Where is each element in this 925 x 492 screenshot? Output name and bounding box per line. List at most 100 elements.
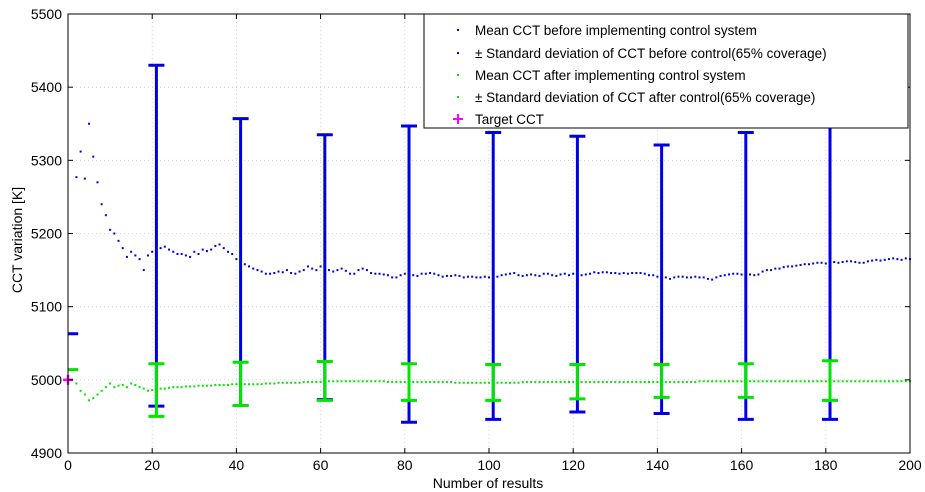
after-mean-point: [420, 381, 423, 384]
after-mean-point: [896, 380, 899, 383]
before-mean-point: [833, 261, 836, 264]
after-mean-point: [306, 381, 309, 384]
axis-ticks: 0 20 40 60 80 100 120 140 160 180 200 4900 5000 5100 5…: [31, 6, 922, 473]
after-mean-point: [344, 380, 347, 383]
before-mean-point: [753, 274, 756, 277]
after-mean-point: [791, 380, 794, 383]
after-mean-point: [652, 381, 655, 384]
before-mean-point: [677, 275, 680, 278]
after-mean-point: [104, 386, 107, 389]
after-mean-point: [681, 381, 684, 384]
before-mean-point: [294, 272, 297, 275]
after-mean-point: [353, 380, 356, 383]
after-mean-point: [736, 380, 739, 383]
after-mean-point: [660, 381, 663, 384]
before-mean-point: [83, 177, 86, 180]
before-mean-point: [210, 248, 213, 251]
before-mean-point: [121, 247, 124, 250]
before-mean-point: [290, 272, 293, 275]
after-mean-point: [193, 385, 196, 388]
before-mean-point: [896, 258, 899, 261]
before-mean-point: [88, 122, 91, 125]
before-mean-point: [690, 276, 693, 279]
y-tick-label: 5300: [31, 152, 62, 168]
before-mean-point: [353, 272, 356, 275]
after-mean-point: [239, 383, 242, 386]
after-mean-point: [151, 389, 154, 392]
x-tick-label: 140: [646, 457, 670, 473]
after-mean-point: [664, 381, 667, 384]
before-mean-point: [408, 273, 411, 276]
after-mean-point: [761, 380, 764, 383]
after-mean-point: [530, 381, 533, 384]
before-mean-point: [778, 267, 781, 270]
before-mean-point: [197, 252, 200, 255]
y-tick-label: 5100: [31, 299, 62, 315]
before-mean-point: [96, 181, 99, 184]
before-mean-point: [643, 272, 646, 275]
before-mean-point: [471, 275, 474, 278]
before-mean-point: [605, 271, 608, 274]
before-mean-point: [328, 269, 331, 272]
legend-marker-std-after: [457, 96, 459, 98]
after-mean-point: [803, 380, 806, 383]
after-mean-point: [83, 393, 86, 396]
after-mean-point: [424, 381, 427, 384]
before-mean-point: [597, 272, 600, 275]
before-mean-point: [711, 278, 714, 281]
after-mean-point: [92, 397, 95, 400]
after-mean-point: [231, 383, 234, 386]
before-mean-point: [441, 275, 444, 278]
before-mean-point: [302, 269, 305, 272]
before-mean-point: [424, 272, 427, 275]
y-tick-label: 5500: [31, 6, 62, 22]
after-mean-point: [770, 380, 773, 383]
after-mean-point: [125, 386, 128, 389]
before-mean-point: [614, 272, 617, 275]
y-tick-label: 5000: [31, 372, 62, 388]
before-mean-point: [130, 250, 133, 253]
after-mean-point: [525, 381, 528, 384]
before-mean-point: [159, 247, 162, 250]
before-mean-point: [626, 272, 629, 275]
before-mean-point: [542, 272, 545, 275]
after-mean-point: [281, 381, 284, 384]
after-mean-point: [382, 380, 385, 383]
before-mean-point: [829, 261, 832, 264]
before-mean-point: [795, 264, 798, 267]
before-mean-point: [142, 269, 145, 272]
after-mean-point: [117, 384, 120, 387]
before-mean-point: [727, 273, 730, 276]
x-axis-label: Number of results: [433, 475, 543, 491]
before-mean-point: [673, 276, 676, 279]
after-mean-point: [723, 380, 726, 383]
before-mean-point: [332, 270, 335, 273]
before-mean-point: [669, 277, 672, 280]
before-mean-point: [715, 276, 718, 279]
y-tick-label: 4900: [31, 445, 62, 461]
after-mean-point: [647, 381, 650, 384]
before-mean-point: [504, 273, 507, 276]
after-mean-point: [521, 381, 524, 384]
before-mean-point: [113, 232, 116, 235]
before-mean-point: [517, 274, 520, 277]
after-mean-point: [820, 380, 823, 383]
after-mean-point: [298, 381, 301, 384]
y-tick-label: 5400: [31, 79, 62, 95]
before-mean-point: [306, 265, 309, 268]
before-mean-point: [420, 272, 423, 275]
before-mean-point: [277, 270, 280, 273]
after-mean-point: [159, 387, 162, 390]
before-mean-point: [765, 269, 768, 272]
after-mean-point: [319, 381, 322, 384]
before-mean-point: [567, 274, 570, 277]
after-mean-point: [454, 381, 457, 384]
before-mean-point: [816, 261, 819, 264]
before-mean-point: [92, 155, 95, 158]
before-mean-point: [866, 260, 869, 263]
after-mean-point: [479, 381, 482, 384]
after-mean-point: [172, 386, 175, 389]
before-mean-point: [193, 250, 196, 253]
before-mean-point: [109, 228, 112, 231]
before-mean-point: [416, 274, 419, 277]
